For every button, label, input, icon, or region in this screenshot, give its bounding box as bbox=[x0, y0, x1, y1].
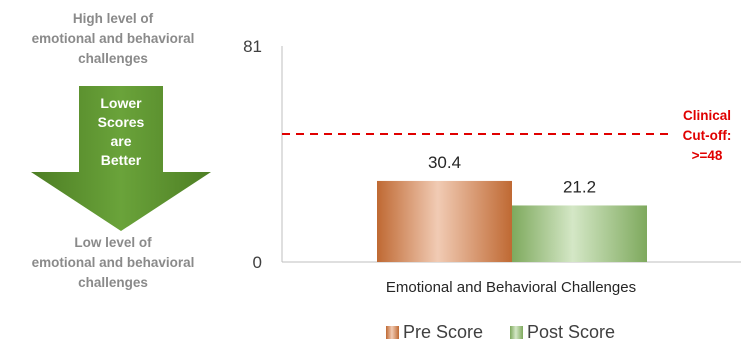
y-tick-label: 81 bbox=[243, 37, 262, 56]
high-level-label: High level of emotional and behavioral c… bbox=[31, 11, 195, 66]
y-tick-label: 0 bbox=[253, 253, 262, 272]
bar bbox=[377, 180, 512, 262]
cutoff-label: Clinical Cut-off: >=48 bbox=[683, 108, 732, 163]
data-label: 21.2 bbox=[563, 177, 596, 196]
arrow-text: Lower Scores are Better bbox=[97, 95, 145, 168]
bar bbox=[512, 205, 647, 262]
down-arrow-shape bbox=[31, 86, 211, 231]
low-level-label: Low level of emotional and behavioral ch… bbox=[31, 235, 195, 290]
legend-label: Pre Score bbox=[403, 322, 483, 342]
legend-swatch bbox=[386, 326, 399, 339]
data-label: 30.4 bbox=[428, 153, 461, 172]
x-category-label: Emotional and Behavioral Challenges bbox=[386, 279, 636, 296]
legend-swatch bbox=[510, 326, 523, 339]
legend-label: Post Score bbox=[527, 322, 615, 342]
